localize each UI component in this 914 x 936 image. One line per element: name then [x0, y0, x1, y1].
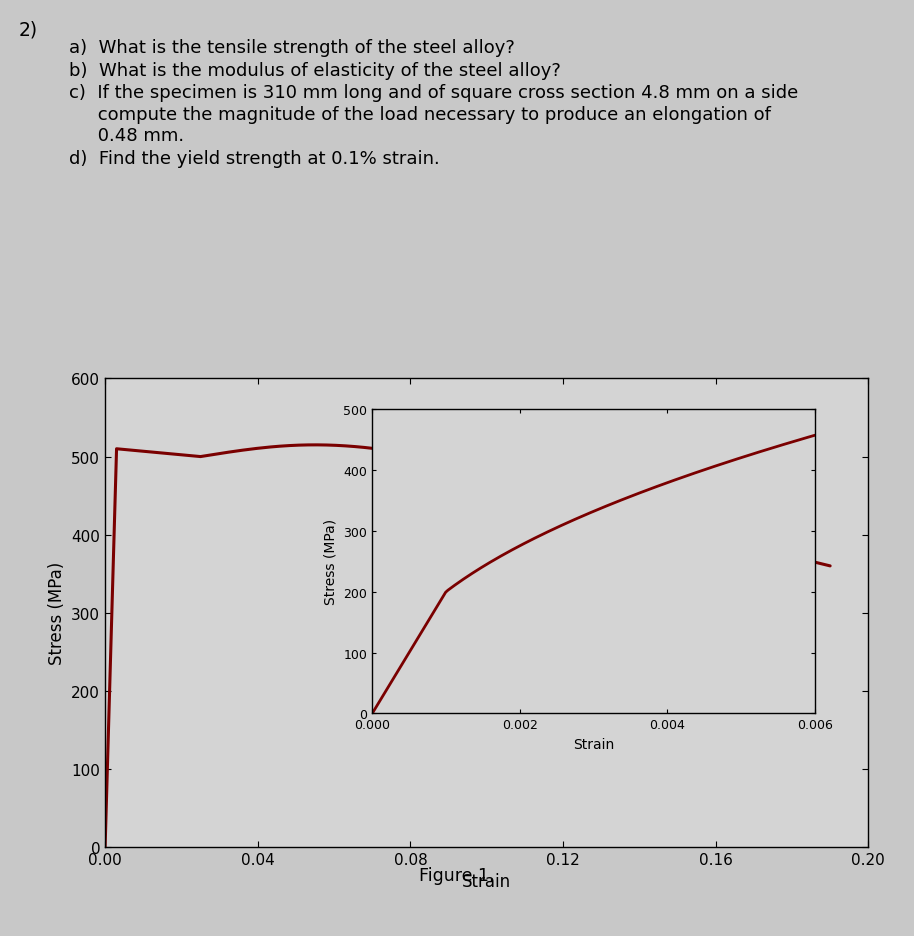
Text: compute the magnitude of the load necessary to produce an elongation of: compute the magnitude of the load necess…	[69, 106, 771, 124]
Text: 0.48 mm.: 0.48 mm.	[69, 127, 184, 145]
Text: 2): 2)	[18, 21, 37, 39]
X-axis label: Strain: Strain	[462, 872, 511, 890]
Text: b)  What is the modulus of elasticity of the steel alloy?: b) What is the modulus of elasticity of …	[69, 62, 560, 80]
Text: c)  If the specimen is 310 mm long and of square cross section 4.8 mm on a side: c) If the specimen is 310 mm long and of…	[69, 84, 798, 102]
Text: d)  Find the yield strength at 0.1% strain.: d) Find the yield strength at 0.1% strai…	[69, 150, 440, 168]
Text: Figure 1.: Figure 1.	[420, 867, 494, 885]
Text: a)  What is the tensile strength of the steel alloy?: a) What is the tensile strength of the s…	[69, 39, 515, 57]
Y-axis label: Stress (MPa): Stress (MPa)	[48, 562, 66, 665]
